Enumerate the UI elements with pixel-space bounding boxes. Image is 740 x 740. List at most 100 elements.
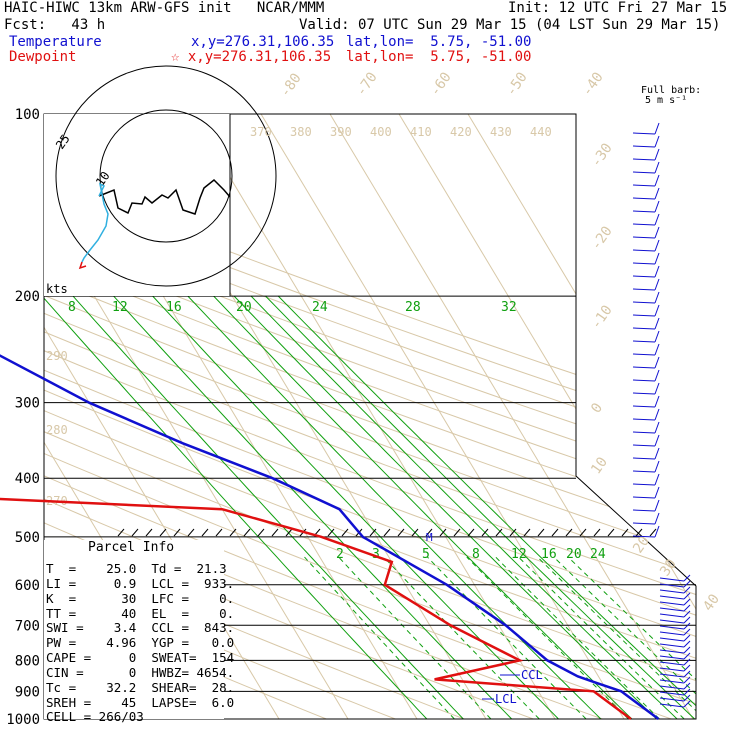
mixing-ratio-label: 28	[405, 300, 421, 315]
hatch-mark	[327, 528, 335, 537]
wind-barb-shaft	[632, 327, 656, 330]
wind-barb-flag	[654, 525, 660, 538]
isotherm-label: 20	[630, 533, 653, 556]
hodograph-ring-label: 10	[93, 169, 113, 189]
wind-barb-shaft	[632, 236, 656, 239]
wind-barb-shaft	[632, 288, 656, 291]
hatch-mark	[229, 528, 237, 537]
hatch-mark	[439, 528, 447, 537]
parcel-row-cin: CIN = 0 HWBZ= 4654.	[46, 665, 235, 680]
wind-barb-shaft	[632, 496, 656, 499]
wind-barb-flag	[683, 646, 691, 654]
diagram-frame	[43, 113, 697, 720]
dry-adiabat-line	[44, 114, 672, 719]
wind-barb-flag	[654, 135, 660, 148]
wind-barb-shaft	[659, 577, 685, 582]
wind-barb-flag	[683, 592, 691, 600]
forecast-hour: Fcst: 43 h	[4, 17, 106, 33]
dewpoint-xy: ☆ x,y=276.31,106.35	[171, 49, 332, 65]
hodograph-trace-surface	[78, 261, 87, 270]
pressure-label: 500	[15, 530, 40, 546]
wind-barb-flag	[654, 265, 660, 278]
isotherm-line	[191, 114, 556, 719]
wind-barb-flag	[683, 610, 691, 618]
hatch-mark	[397, 528, 405, 537]
isotherm-line	[329, 114, 694, 719]
wind-barb-flag	[654, 343, 660, 356]
wind-barb-flag	[654, 239, 660, 252]
theta-label: 400	[370, 125, 392, 139]
parcel-row-swi: SWI = 3.4 CCL = 843.	[46, 620, 235, 635]
wind-barb-shaft	[659, 631, 685, 636]
hatch-mark	[453, 528, 461, 537]
isotherm-line	[260, 114, 625, 719]
hodograph-trace-lower	[81, 182, 109, 263]
dry-adiabat-line	[44, 114, 696, 719]
dewpoint-latlon: lat,lon= 5.75, -51.00	[346, 49, 532, 65]
wind-barb-flag	[683, 622, 691, 630]
wind-barb-shaft	[632, 366, 656, 369]
mixing-ratio-line	[250, 295, 678, 719]
mixing-ratio-label: 8	[68, 300, 76, 315]
hatch-mark	[481, 528, 489, 537]
ccl-label: CCL	[521, 668, 543, 682]
wind-barb-shaft	[659, 655, 685, 660]
wind-barb-shaft	[659, 667, 685, 672]
theta-label: 290	[46, 349, 68, 363]
hatch-mark	[131, 528, 139, 537]
hodograph-units: kts	[46, 282, 68, 296]
wind-barb-shaft	[659, 685, 685, 690]
wind-barb-shaft	[632, 197, 656, 200]
dry-adiabat-line	[44, 114, 696, 719]
wind-barb-shaft	[632, 535, 656, 538]
init-time: Init: 12 UTC Fri 27 Mar 15	[508, 0, 728, 16]
wind-barb-flag	[654, 330, 660, 343]
pressure-label: 1000	[6, 712, 40, 728]
wind-barb-flag	[654, 382, 660, 395]
wind-barb-flag	[683, 616, 691, 624]
isotherm-line	[0, 114, 3, 719]
wind-barb-flag	[683, 604, 691, 612]
moist-adiabat-line	[567, 556, 696, 719]
parcel-row-tc: Tc = 32.2 SHEAR= 28.	[46, 680, 235, 695]
mixing-ratio-label: 5	[422, 547, 430, 562]
wind-barb-shaft	[659, 679, 685, 684]
pressure-label: 800	[15, 653, 40, 669]
dry-adiabat-line	[44, 114, 696, 719]
moist-adiabat-line	[537, 556, 696, 719]
mixing-ratio-line	[265, 295, 696, 719]
wind-barb-shaft	[632, 275, 656, 278]
wind-barb-shaft	[632, 145, 656, 148]
hatch-mark	[257, 528, 265, 537]
wind-barb-flag	[654, 512, 660, 525]
wind-barb-shaft	[659, 619, 685, 624]
theta-label: 390	[330, 125, 352, 139]
wind-barb-shaft	[659, 661, 685, 666]
wind-barb-flag	[683, 586, 691, 594]
parcel-info-box	[44, 540, 224, 719]
wind-barb-shaft	[632, 444, 656, 447]
wind-barb-shaft	[659, 601, 685, 606]
isotherm-label: 10	[588, 454, 611, 477]
mixing-ratio-label: 8	[472, 547, 480, 562]
barb-legend-title: Full barb:	[641, 85, 702, 96]
wind-barb-flag	[654, 200, 660, 213]
wind-barb-flag	[654, 161, 660, 174]
pressure-label: 700	[15, 618, 40, 634]
hatch-mark	[523, 528, 531, 537]
wind-barb-shaft	[632, 171, 656, 174]
wind-barb-flag	[654, 408, 660, 421]
wind-barb-flag	[654, 421, 660, 434]
dry-adiabat-line	[44, 114, 696, 719]
hatch-mark	[341, 528, 349, 537]
wind-barb-shaft	[659, 673, 685, 678]
wind-barb-flag	[683, 652, 691, 660]
theta-label: 370	[250, 125, 272, 139]
wind-barb-shaft	[659, 583, 685, 588]
hatch-mark	[271, 528, 279, 537]
wind-barb-shaft	[659, 703, 685, 708]
theta-label: 410	[410, 125, 432, 139]
pressure-label: 100	[15, 107, 40, 123]
wind-barb-flag	[683, 658, 691, 666]
wind-barb-flag	[654, 304, 660, 317]
